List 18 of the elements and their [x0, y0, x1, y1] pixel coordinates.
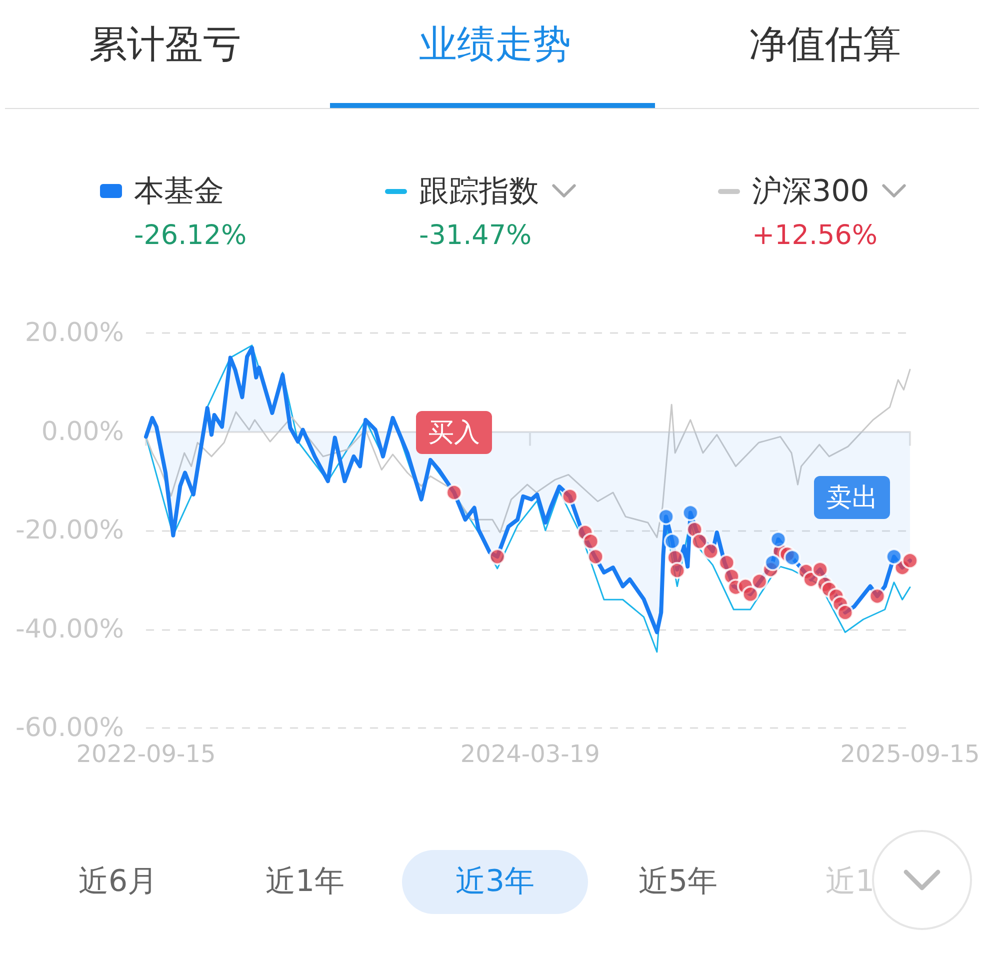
- text: 近5年: [637, 863, 719, 901]
- text: 近1年: [264, 863, 346, 901]
- x-tick-label: 2022-09-15: [76, 740, 216, 768]
- text: 近3年: [402, 850, 588, 914]
- x-tick-label: 2024-03-19: [460, 740, 600, 768]
- text: 业绩走势: [418, 21, 572, 68]
- text: 净值估算: [748, 21, 902, 68]
- legend-label: 沪深300: [752, 172, 870, 210]
- legend-label: 跟踪指数: [419, 172, 539, 210]
- callout: 买入: [416, 411, 492, 454]
- text: -26.12%: [134, 220, 247, 251]
- x-tick-label: 2025-09-15: [840, 740, 980, 768]
- text: +12.56%: [752, 220, 879, 251]
- legend-label: 本基金: [134, 172, 224, 210]
- callout: 卖出: [814, 476, 890, 519]
- text: 近6月: [77, 863, 159, 901]
- text: 累计盈亏: [88, 21, 242, 68]
- text: -31.47%: [419, 220, 533, 251]
